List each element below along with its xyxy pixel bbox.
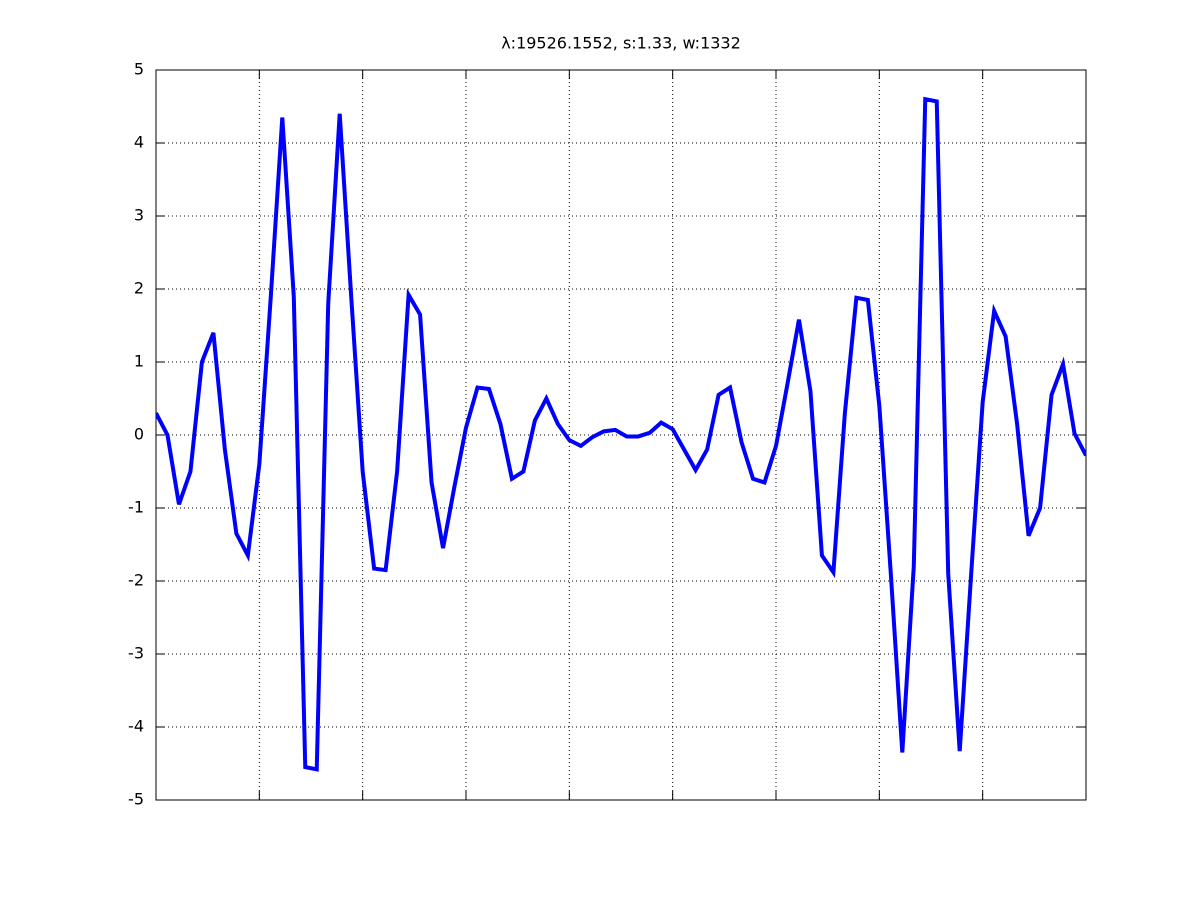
y-tick-label: -4 xyxy=(128,717,144,736)
y-tick-label: 3 xyxy=(134,206,144,225)
y-tick-label: 5 xyxy=(134,60,144,79)
chart-title: λ:19526.1552, s:1.33, w:1332 xyxy=(501,34,741,53)
y-tick-label: 4 xyxy=(134,133,144,152)
y-tick-label: -2 xyxy=(128,571,144,590)
y-tick-label: -1 xyxy=(128,498,144,517)
y-tick-label: 2 xyxy=(134,279,144,298)
y-tick-label: -3 xyxy=(128,644,144,663)
y-tick-label: -5 xyxy=(128,790,144,809)
y-tick-label: 1 xyxy=(134,352,144,371)
y-tick-label: 0 xyxy=(134,425,144,444)
line-series xyxy=(156,96,1086,772)
axes-box xyxy=(155,69,1087,801)
